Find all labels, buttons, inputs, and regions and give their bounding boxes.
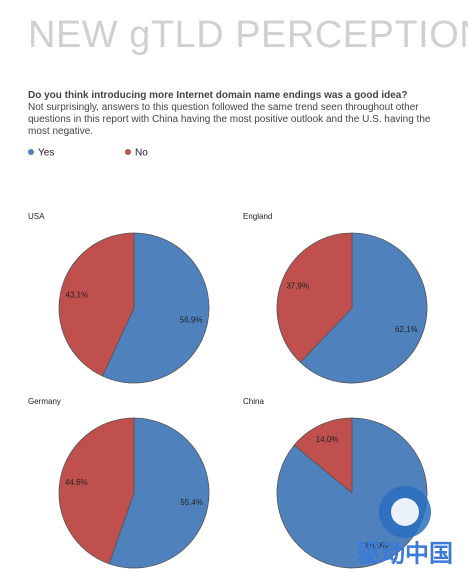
data-label: 55,4% [180,498,203,507]
legend-label: Yes [38,148,54,159]
pie-slice [276,232,353,363]
legend-swatch [28,149,34,155]
pie-slice [299,232,428,384]
chart-title: England [243,212,272,221]
page-title: NEW gTLD PERCEPTION [28,14,468,56]
data-label: 62,1% [395,325,418,334]
watermark: 驱动中国 [357,486,453,567]
data-label: 56,9% [180,316,203,325]
pie-slice [58,232,135,377]
pie-slice [101,232,210,384]
legend-swatch [125,149,131,155]
chart-title: China [243,397,264,406]
data-label: 37,9% [286,281,309,290]
pie-slice [58,417,135,565]
pie-slice [293,417,353,494]
description: Not surprisingly, answers to this questi… [28,102,431,137]
chart-title: Germany [28,397,61,406]
data-label: 14,0% [316,435,339,444]
question: Do you think introducing more Internet d… [28,90,408,101]
legend-label: No [135,148,148,159]
data-label: 44,6% [65,478,88,487]
data-label: 86,0% [366,541,389,550]
chart-title: USA [28,212,45,221]
data-label: 43,1% [66,291,89,300]
watermark-text: 驱动中国 [357,540,453,567]
